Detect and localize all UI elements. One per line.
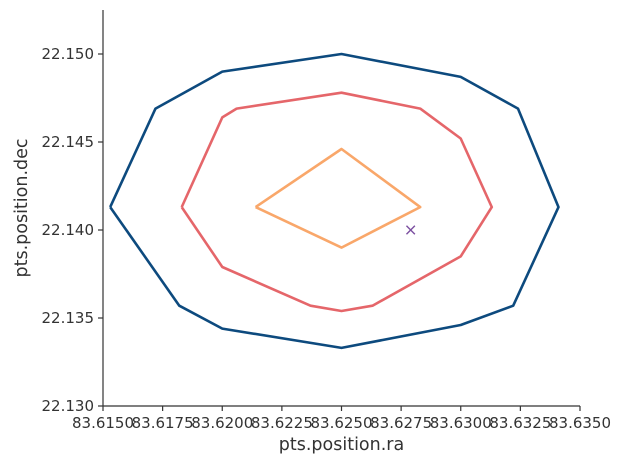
y-tick-label: 22.150 xyxy=(42,45,95,63)
x-tick-label: 83.6200 xyxy=(191,414,253,432)
x-tick-label: 83.6175 xyxy=(132,414,194,432)
y-axis-label: pts.position.dec xyxy=(12,138,32,277)
y-tick-label: 22.135 xyxy=(42,309,95,327)
contour-line-1 xyxy=(109,52,560,350)
y-tick-label: 22.140 xyxy=(42,221,95,239)
x-tick-label: 83.6300 xyxy=(430,414,492,432)
x-axis-ticks: 83.615083.617583.620083.622583.625083.62… xyxy=(72,406,611,432)
marker-layer xyxy=(405,225,416,235)
x-tick-label: 83.6275 xyxy=(370,414,432,432)
x-tick-label: 83.6325 xyxy=(489,414,551,432)
x-marker xyxy=(405,225,416,235)
x-tick-label: 83.6350 xyxy=(549,414,611,432)
contour-layer xyxy=(109,52,560,350)
y-tick-label: 22.145 xyxy=(42,133,95,151)
x-axis-label: pts.position.ra xyxy=(279,435,404,455)
x-tick-label: 83.6150 xyxy=(72,414,134,432)
x-tick-label: 83.6225 xyxy=(251,414,313,432)
x-tick-label: 83.6250 xyxy=(310,414,372,432)
contour-line-3 xyxy=(254,147,422,249)
contour-line-2 xyxy=(180,91,494,313)
y-axis-ticks: 22.130 22.135 22.140 22.145 22.150 xyxy=(42,45,103,415)
y-tick-label: 22.130 xyxy=(42,397,95,415)
